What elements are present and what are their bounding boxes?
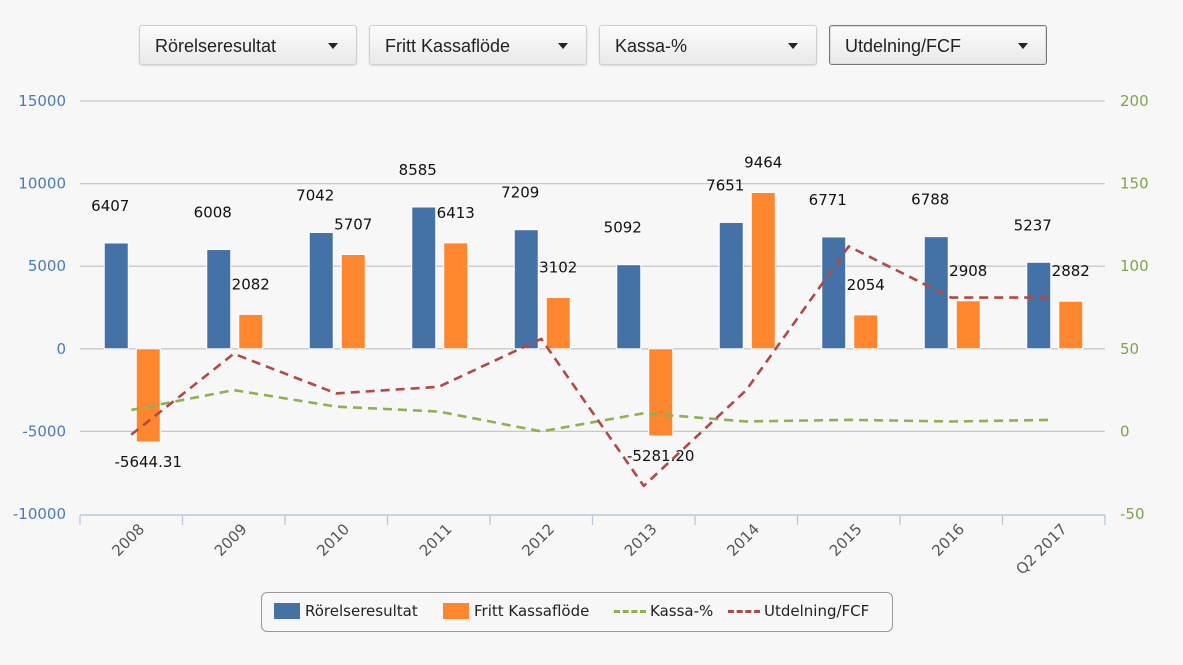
data-label-rorelseresultat: 6788	[911, 191, 949, 209]
category-label: 2010	[313, 520, 353, 560]
metric-dropdown-fritt-kassaflode[interactable]: Fritt Kassaflöde	[369, 25, 587, 65]
category-label: 2015	[826, 520, 866, 560]
bar-rorelseresultat	[1026, 261, 1052, 350]
bar-rorelseresultat	[923, 236, 949, 350]
data-label-rorelseresultat: 7209	[501, 184, 539, 202]
legend-label-rorelseresultat: Rörelseresultat	[305, 602, 418, 620]
metric-dropdown-utdelning-fcf[interactable]: Utdelning/FCF	[829, 25, 1047, 65]
combo-chart: 15000 10000 5000 0 -5000 -10000 200 150 100 50 0 -5…	[13, 92, 1149, 578]
data-label-rorelseresultat: 7651	[706, 176, 744, 194]
legend-label-utdelning: Utdelning/FCF	[764, 602, 870, 620]
dropdown-label: Fritt Kassaflöde	[385, 36, 511, 56]
chevron-down-icon	[1018, 43, 1028, 49]
data-label-rorelseresultat: 5092	[604, 219, 642, 237]
data-label-rorelseresultat: 5237	[1014, 216, 1052, 234]
right-axis-tick-label: 50	[1120, 340, 1139, 358]
chevron-down-icon	[328, 43, 338, 49]
data-label-rorelseresultat: 6407	[91, 197, 129, 215]
category-label: 2016	[928, 520, 968, 560]
bar-rorelseresultat	[308, 231, 334, 350]
left-axis-tick-label: 15000	[18, 92, 66, 110]
data-label-fritt-kassaflode: 2054	[847, 276, 885, 294]
legend-label-fritt-kassaflode: Fritt Kassaflöde	[474, 602, 590, 620]
legend-line-utdelning	[728, 610, 760, 613]
bar-fritt-kassaflode	[443, 242, 469, 350]
line-utdelning-fcf	[130, 245, 1054, 488]
data-label-fritt-kassaflode: 5707	[334, 216, 372, 234]
legend-line-kassa	[614, 610, 646, 613]
bar-rorelseresultat	[103, 242, 129, 350]
data-label-rorelseresultat: 7042	[296, 186, 334, 204]
dropdown-label: Kassa-%	[615, 36, 688, 56]
category-label: Q2 2017	[1012, 520, 1070, 578]
data-label-fritt-kassaflode: 2882	[1052, 262, 1090, 280]
left-axis-tick-label: -10000	[13, 505, 66, 523]
category-label: 2014	[723, 520, 763, 560]
right-axis-tick-label: 200	[1120, 92, 1149, 110]
chart-legend: Rörelseresultat Fritt Kassaflöde Kassa-%…	[261, 592, 893, 632]
legend-label-kassa: Kassa-%	[650, 602, 714, 620]
category-label: 2011	[416, 520, 456, 560]
category-label: 2012	[518, 520, 558, 560]
bar-fritt-kassaflode	[545, 297, 571, 350]
legend-swatch-fritt-kassaflode	[443, 603, 469, 619]
bar-rorelseresultat	[718, 221, 744, 350]
metric-dropdown-rorelseresultat[interactable]: Rörelseresultat	[139, 25, 357, 65]
category-label: 2013	[621, 520, 661, 560]
dropdown-label: Rörelseresultat	[155, 36, 277, 56]
bar-fritt-kassaflode	[135, 348, 161, 443]
metric-dropdown-kassa[interactable]: Kassa-%	[599, 25, 817, 65]
bar-fritt-kassaflode	[1058, 300, 1084, 350]
legend-swatch-rorelseresultat	[274, 603, 300, 619]
bar-rorelseresultat	[616, 264, 642, 350]
right-axis-tick-label: 0	[1120, 422, 1130, 440]
right-axis-tick-label: 100	[1120, 257, 1149, 275]
data-label-fritt-kassaflode: 9464	[744, 153, 782, 171]
data-label-fritt-kassaflode: -5281.20	[627, 447, 694, 465]
left-axis-tick-label: -5000	[22, 422, 66, 440]
bar-fritt-kassaflode	[955, 300, 981, 350]
left-axis-tick-label: 0	[56, 340, 66, 358]
data-label-fritt-kassaflode: 3102	[539, 259, 577, 277]
data-label-fritt-kassaflode: 6413	[437, 204, 475, 222]
right-axis-tick-label: -50	[1120, 505, 1145, 523]
category-label: 2008	[108, 520, 148, 560]
bar-fritt-kassaflode	[340, 254, 366, 350]
bar-fritt-kassaflode	[750, 191, 776, 350]
chevron-down-icon	[788, 43, 798, 49]
dropdown-label: Utdelning/FCF	[845, 36, 962, 56]
bar-fritt-kassaflode	[238, 313, 264, 350]
left-axis-tick-label: 5000	[28, 257, 66, 275]
bar-rorelseresultat	[513, 229, 539, 350]
data-label-rorelseresultat: 8585	[399, 161, 437, 179]
data-label-fritt-kassaflode: 2082	[232, 275, 270, 293]
bar-rorelseresultat	[206, 249, 232, 350]
data-label-fritt-kassaflode: 2908	[949, 262, 987, 280]
left-axis-tick-label: 10000	[18, 175, 66, 193]
data-label-fritt-kassaflode: -5644.31	[115, 453, 182, 471]
bar-fritt-kassaflode	[853, 314, 879, 350]
right-axis-tick-label: 150	[1120, 175, 1149, 193]
chevron-down-icon	[558, 43, 568, 49]
data-label-rorelseresultat: 6771	[809, 191, 847, 209]
bar-fritt-kassaflode	[648, 348, 674, 437]
data-label-rorelseresultat: 6008	[194, 204, 232, 222]
bar-rorelseresultat	[411, 206, 437, 350]
line-kassa	[131, 388, 1054, 433]
bar-rorelseresultat	[821, 236, 847, 350]
category-label: 2009	[211, 520, 251, 560]
